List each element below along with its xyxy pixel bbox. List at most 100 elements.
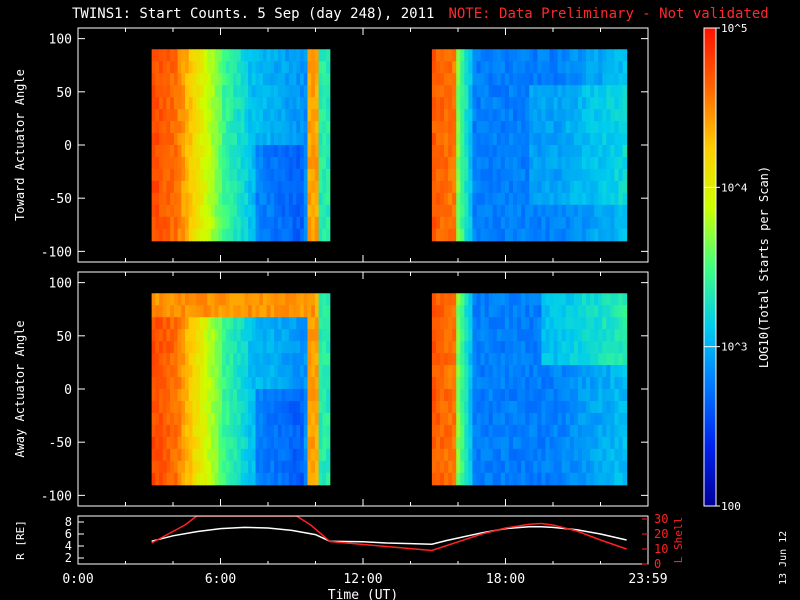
heatmap-cell [188, 61, 194, 74]
heatmap-cell [274, 377, 279, 390]
heatmap-cell [549, 204, 555, 218]
heatmap-cell [203, 472, 208, 486]
heatmap-cell [266, 228, 271, 242]
heatmap-cell [594, 424, 599, 438]
heatmap-cell [444, 365, 449, 378]
heatmap-cell [472, 341, 478, 354]
heatmap-cell [244, 133, 249, 146]
heatmap-cell [207, 412, 212, 426]
heatmap-cell [594, 353, 599, 366]
heatmap-cell [266, 377, 271, 390]
heatmap-cell [598, 121, 603, 134]
heatmap-cell [537, 121, 543, 134]
heatmap-cell [266, 305, 271, 318]
heatmap-cell [513, 317, 518, 330]
heatmap-cell [248, 216, 253, 230]
heatmap-cell [622, 61, 628, 74]
y-tick-label: 100 [49, 277, 72, 292]
heatmap-cell [488, 180, 494, 194]
heatmap-cell [456, 168, 461, 182]
heatmap-cell [598, 460, 603, 474]
heatmap-cell [590, 61, 595, 74]
heatmap-cell [229, 49, 234, 62]
heatmap-cell [270, 180, 275, 194]
heatmap-cell [614, 180, 620, 194]
heatmap-cell [296, 109, 301, 122]
heatmap-cell [594, 412, 599, 426]
heatmap-cell [598, 329, 603, 342]
heatmap-cell [610, 329, 616, 342]
heatmap-cell [292, 145, 297, 158]
heatmap-cell [496, 329, 502, 342]
heatmap-cell [255, 400, 260, 414]
heatmap-cell [581, 216, 587, 230]
heatmap-cell [196, 49, 201, 62]
heatmap-cell [581, 61, 587, 74]
heatmap-cell [521, 216, 526, 230]
heatmap-cell [162, 204, 168, 218]
heatmap-cell [577, 377, 583, 390]
heatmap-cell [529, 424, 534, 438]
heatmap-cell [464, 228, 469, 242]
heatmap-cell [203, 61, 208, 74]
heatmap-cell [476, 329, 482, 342]
heatmap-cell [314, 97, 320, 110]
heatmap-cell [488, 400, 494, 414]
heatmap-cell [266, 448, 271, 462]
heatmap-cell [162, 73, 168, 86]
heatmap-cell [484, 293, 490, 306]
heatmap-cell [472, 73, 478, 86]
heatmap-cell [529, 228, 534, 242]
heatmap-cell [170, 436, 175, 450]
heatmap-cell [151, 424, 156, 438]
heatmap-cell [521, 109, 526, 122]
heatmap-cell [537, 133, 543, 146]
heatmap-cell [185, 389, 190, 402]
heatmap-cell [177, 400, 182, 414]
heatmap-cell [492, 216, 498, 230]
heatmap-cell [581, 180, 587, 194]
heatmap-cell [259, 293, 264, 306]
heatmap-cell [214, 73, 220, 86]
heatmap-cell [476, 204, 482, 218]
heatmap-cell [188, 448, 194, 462]
heatmap-cell [281, 145, 286, 158]
heatmap-cell [285, 317, 290, 330]
heatmap-cell [314, 341, 320, 354]
heatmap-cell [166, 216, 171, 230]
heatmap-cell [431, 424, 437, 438]
heatmap-cell [170, 424, 175, 438]
heatmap-cell [170, 293, 175, 306]
heatmap-cell [496, 133, 502, 146]
heatmap-cell [488, 353, 494, 366]
heatmap-cell [199, 329, 205, 342]
heatmap-cell [322, 412, 327, 426]
heatmap-cell [545, 365, 551, 378]
heatmap-cell [277, 216, 283, 230]
heatmap-cell [211, 424, 216, 438]
heatmap-cell [259, 400, 264, 414]
heatmap-cell [590, 156, 595, 170]
heatmap-cell [233, 133, 238, 146]
heatmap-cell [296, 73, 301, 86]
heatmap-cell [472, 389, 478, 402]
heatmap-cell [614, 192, 620, 206]
heatmap-cell [439, 216, 445, 230]
heatmap-cell [192, 168, 197, 182]
heatmap-cell [151, 168, 156, 182]
heatmap-cell [464, 49, 469, 62]
heatmap-cell [541, 49, 547, 62]
heatmap-cell [500, 353, 506, 366]
heatmap-cell [281, 329, 286, 342]
heatmap-cell [517, 293, 522, 306]
heatmap-cell [537, 97, 543, 110]
heatmap-cell [496, 192, 502, 206]
heatmap-cell [496, 424, 502, 438]
heatmap-cell [513, 228, 518, 242]
heatmap-cell [262, 121, 268, 134]
heatmap-cell [255, 448, 260, 462]
heatmap-cell [311, 448, 316, 462]
heatmap-cell [610, 317, 616, 330]
heatmap-cell [492, 317, 498, 330]
heatmap-cell [622, 228, 628, 242]
